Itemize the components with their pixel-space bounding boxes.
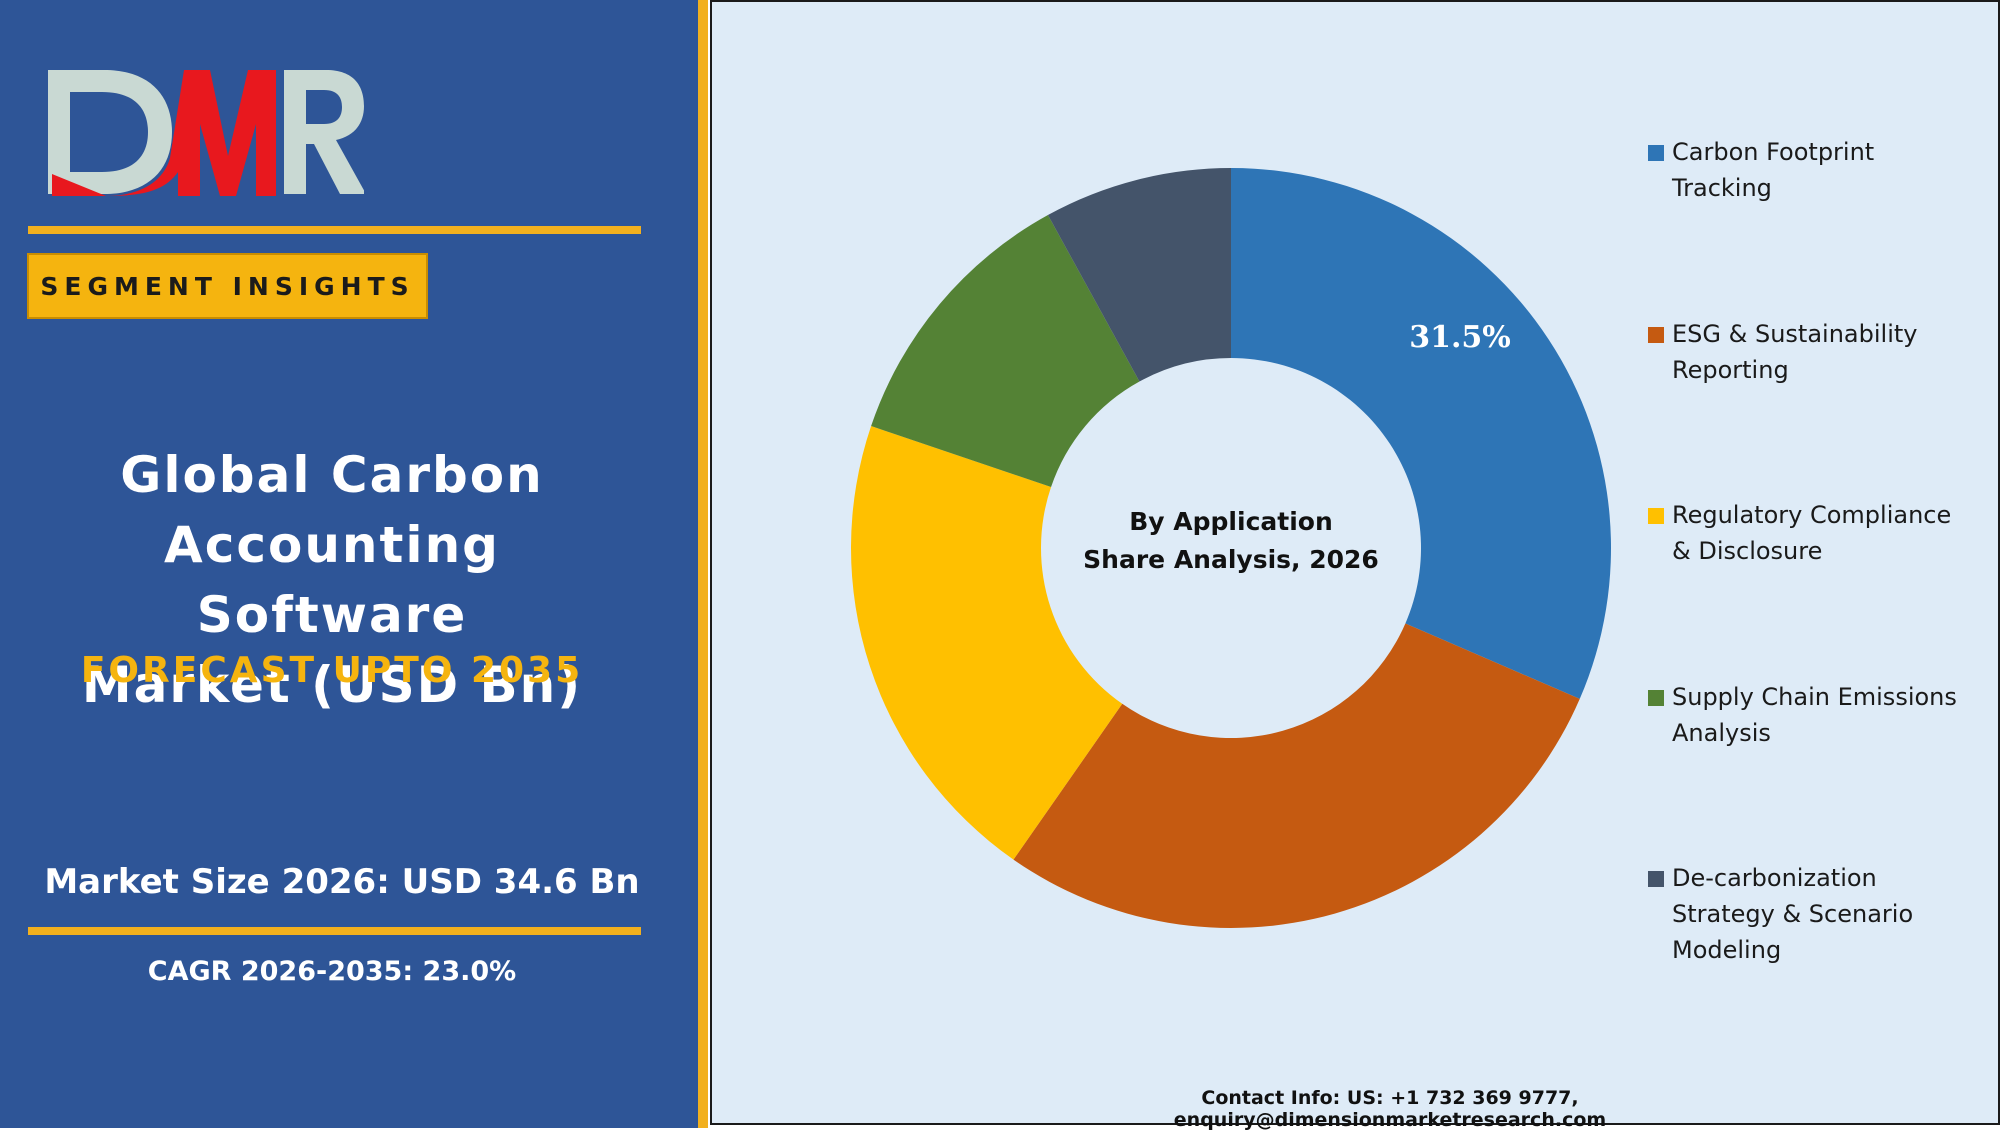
forecast-subtitle: FORECAST UPTO 2035 — [80, 650, 584, 691]
legend-swatch-4 — [1648, 690, 1664, 706]
legend-label-line: Modeling — [1672, 936, 1782, 964]
legend-swatch-3 — [1648, 508, 1664, 524]
legend-label-line: ESG & Sustainability — [1672, 320, 1918, 348]
donut-slice-5 — [1047, 168, 1231, 382]
dmr-logo — [48, 70, 364, 196]
title-line-3: Market (USD Bn) — [81, 656, 583, 714]
cagr-stat: CAGR 2026-2035: 23.0% — [147, 956, 517, 987]
donut-slice-3 — [851, 426, 1123, 860]
legend-label-line: Tracking — [1672, 174, 1772, 202]
logo-r-shape — [284, 70, 364, 194]
legend-label-1: Carbon Footprint Tracking — [1672, 134, 1988, 206]
panel-divider — [698, 0, 708, 1128]
donut-center-label: By Application Share Analysis, 2026 — [1071, 503, 1391, 579]
legend-label-2: ESG & Sustainability Reporting — [1672, 316, 1988, 388]
center-title-line-2: Share Analysis, 2026 — [1083, 545, 1379, 574]
logo-d-shape — [48, 70, 172, 194]
report-title: Global Carbon Accounting Software Market… — [20, 440, 644, 720]
donut-slice-2 — [1013, 623, 1580, 929]
slice-data-label-1: 31.5% — [1409, 320, 1511, 355]
legend-label-line: Analysis — [1672, 719, 1771, 747]
legend-label-line: Carbon Footprint — [1672, 138, 1875, 166]
title-line-1: Global Carbon — [120, 446, 544, 504]
legend-label-4: Supply Chain Emissions Analysis — [1672, 679, 1988, 751]
accent-rule-top — [28, 226, 641, 234]
legend-swatch-1 — [1648, 145, 1664, 161]
title-line-2: Accounting Software — [164, 516, 500, 644]
badge-label: SEGMENT INSIGHTS — [40, 271, 415, 301]
legend-label-line: Supply Chain Emissions — [1672, 683, 1957, 711]
market-size-stat: Market Size 2026: USD 34.6 Bn — [44, 862, 640, 902]
donut-slice-1 — [1231, 168, 1611, 699]
legend-label-line: Strategy & Scenario — [1672, 900, 1914, 928]
segment-insights-badge: SEGMENT INSIGHTS — [27, 253, 428, 319]
legend-label-line: Reporting — [1672, 356, 1789, 384]
legend-label-line: De-carbonization — [1672, 864, 1877, 892]
legend-label-3: Regulatory Compliance & Disclosure — [1672, 497, 1988, 569]
legend-label-5: De-carbonization Strategy & Scenario Model… — [1672, 860, 1988, 968]
center-title-line-1: By Application — [1129, 507, 1333, 536]
donut-slice-4 — [871, 215, 1140, 488]
legend-label-line: & Disclosure — [1672, 537, 1823, 565]
legend-label-line: Regulatory Compliance — [1672, 501, 1952, 529]
accent-rule-bottom — [28, 927, 641, 935]
logo-red-shape — [52, 70, 276, 196]
legend-swatch-5 — [1648, 871, 1664, 887]
contact-info: Contact Info: US: +1 732 369 9777, enqui… — [1173, 1087, 1607, 1131]
legend-swatch-2 — [1648, 327, 1664, 343]
